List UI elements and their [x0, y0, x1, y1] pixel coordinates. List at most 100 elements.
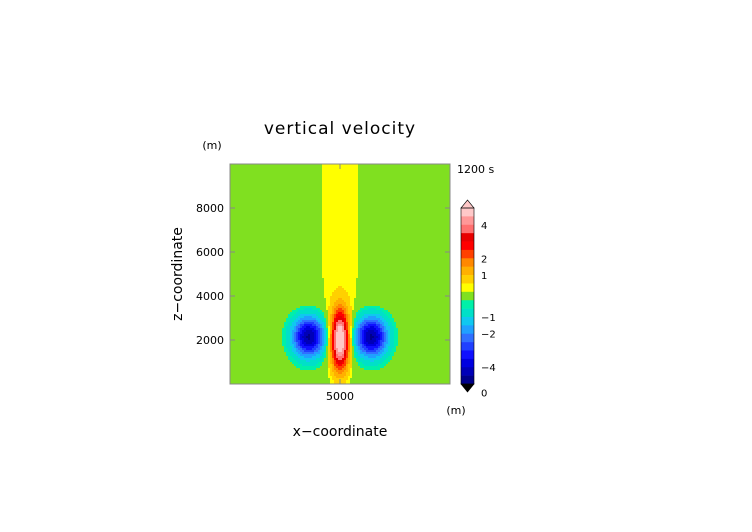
field-cell [270, 164, 273, 167]
field-cell [400, 240, 403, 243]
field-cell [360, 188, 363, 191]
field-cell [264, 250, 267, 253]
field-cell [326, 168, 329, 171]
field-cell [370, 196, 373, 199]
field-cell [338, 172, 341, 175]
field-cell [236, 186, 239, 189]
field-cell [318, 190, 321, 193]
field-cell [406, 174, 409, 177]
field-cell [306, 220, 309, 223]
field-cell [326, 174, 329, 177]
field-cell [406, 228, 409, 231]
field-cell [236, 166, 239, 169]
field-cell [376, 202, 379, 205]
field-cell [314, 204, 317, 207]
field-cell [338, 242, 341, 245]
field-cell [240, 230, 243, 233]
field-cell [290, 178, 293, 181]
field-cell [440, 174, 443, 177]
field-cell [264, 232, 267, 235]
field-cell [366, 166, 369, 169]
field-cell [298, 196, 301, 199]
field-cell [256, 228, 259, 231]
field-cell [368, 186, 371, 189]
field-cell [298, 236, 301, 239]
field-cell [230, 172, 233, 175]
field-cell [248, 224, 251, 227]
field-cell [292, 248, 295, 251]
field-cell [318, 254, 321, 257]
field-cell [444, 222, 447, 225]
field-cell [302, 198, 305, 201]
field-cell [350, 248, 353, 251]
field-cell [312, 194, 315, 197]
field-cell [256, 246, 259, 249]
field-cell [344, 196, 347, 199]
field-cell [434, 226, 437, 229]
field-cell [356, 224, 359, 227]
field-cell [446, 244, 449, 247]
field-cell [316, 246, 319, 249]
field-cell [444, 202, 447, 205]
field-cell [430, 176, 433, 179]
field-cell [308, 232, 311, 235]
field-cell [254, 242, 257, 245]
field-cell [440, 236, 443, 239]
field-cell [308, 242, 311, 245]
field-cell [428, 206, 431, 209]
field-cell [264, 172, 267, 175]
field-cell [318, 166, 321, 169]
field-cell [330, 206, 333, 209]
field-cell [298, 206, 301, 209]
field-cell [288, 204, 291, 207]
field-cell [372, 228, 375, 231]
field-cell [342, 164, 345, 167]
field-cell [322, 214, 325, 217]
field-cell [270, 238, 273, 241]
field-cell [412, 236, 415, 239]
field-cell [300, 172, 303, 175]
field-cell [294, 212, 297, 215]
field-cell [394, 200, 397, 203]
field-cell [442, 174, 445, 177]
field-cell [426, 174, 429, 177]
field-cell [366, 220, 369, 223]
field-cell [358, 222, 361, 225]
field-cell [242, 226, 245, 229]
field-cell [412, 228, 415, 231]
field-cell [294, 244, 297, 247]
field-cell [386, 242, 389, 245]
field-cell [254, 212, 257, 215]
field-cell [244, 206, 247, 209]
field-cell [336, 180, 339, 183]
field-cell [236, 250, 239, 253]
field-cell [376, 204, 379, 207]
field-cell [292, 202, 295, 205]
field-cell [334, 192, 337, 195]
field-cell [376, 168, 379, 171]
field-cell [340, 208, 343, 211]
field-cell [308, 236, 311, 239]
field-cell [258, 222, 261, 225]
field-cell [272, 254, 275, 257]
field-cell [360, 208, 363, 211]
field-cell [370, 174, 373, 177]
field-cell [296, 206, 299, 209]
field-cell [272, 246, 275, 249]
field-cell [400, 228, 403, 231]
field-cell [348, 190, 351, 193]
field-cell [318, 172, 321, 175]
field-cell [402, 202, 405, 205]
field-cell [292, 166, 295, 169]
field-cell [278, 198, 281, 201]
field-cell [368, 202, 371, 205]
field-cell [258, 220, 261, 223]
field-cell [316, 216, 319, 219]
field-cell [408, 218, 411, 221]
field-cell [416, 174, 419, 177]
field-cell [368, 222, 371, 225]
field-cell [268, 176, 271, 179]
field-cell [406, 244, 409, 247]
field-cell [420, 192, 423, 195]
field-cell [294, 220, 297, 223]
